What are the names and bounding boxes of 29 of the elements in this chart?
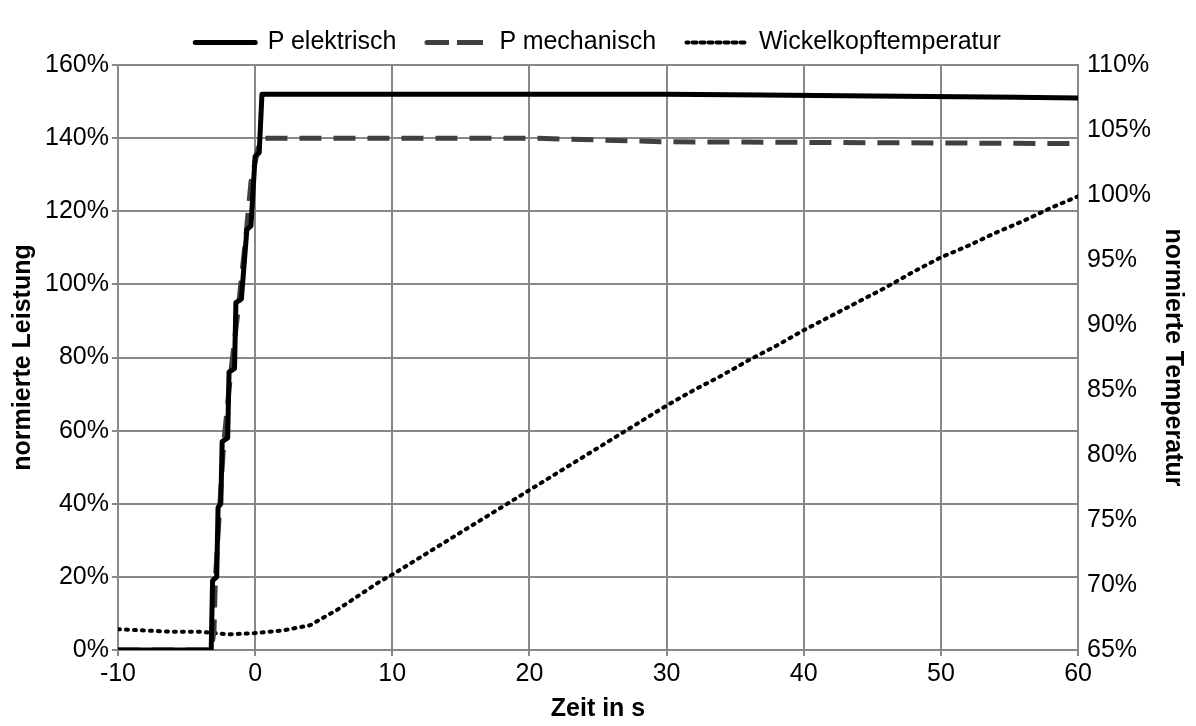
legend-label: Wickelkopftemperatur [758, 26, 1001, 55]
y2-tick-label: 100% [1087, 178, 1152, 207]
y2-tick-label: 70% [1087, 568, 1138, 597]
x-axis-title: Zeit in s [550, 692, 646, 721]
y2-tick-label: 105% [1087, 113, 1152, 142]
y2-tick-label: 80% [1087, 438, 1138, 467]
y2-axis-title: normierte Temperatur [1161, 228, 1190, 487]
y-tick-label: 140% [44, 122, 109, 151]
y-tick-label: 100% [44, 268, 109, 297]
legend-label: P mechanisch [499, 26, 657, 55]
y2-tick-label: 75% [1087, 503, 1138, 532]
y-axis-title: normierte Leistung [6, 244, 35, 471]
y-tick-label: 40% [58, 487, 109, 516]
y2-tick-label: 95% [1087, 243, 1138, 272]
y-tick-label: 60% [58, 414, 109, 443]
x-tick-label: 0 [248, 657, 263, 686]
y2-tick-label: 110% [1087, 48, 1150, 77]
x-tick-label: 50 [926, 657, 955, 686]
y-tick-label: 20% [58, 560, 109, 589]
y2-tick-label: 85% [1087, 373, 1138, 402]
x-tick-label: 40 [789, 657, 818, 686]
x-tick-label: 10 [378, 657, 407, 686]
y-tick-label: 160% [44, 48, 109, 77]
y2-tick-label: 90% [1087, 308, 1138, 337]
legend-label: P elektrisch [267, 26, 397, 55]
x-tick-label: 20 [515, 657, 544, 686]
x-tick-label: 30 [652, 657, 681, 686]
y-tick-label: 80% [58, 341, 109, 370]
y-tick-label: 120% [44, 195, 109, 224]
